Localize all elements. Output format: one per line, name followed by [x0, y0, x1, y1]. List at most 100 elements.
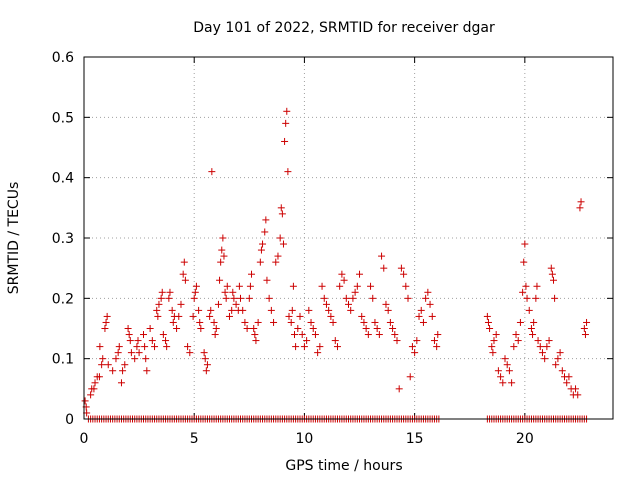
data-point [114, 349, 122, 357]
data-point [192, 282, 200, 290]
data-point [289, 282, 297, 290]
data-point [522, 282, 530, 290]
data-point [228, 306, 236, 314]
data-point [102, 318, 110, 326]
data-point [541, 355, 549, 363]
data-point [146, 325, 154, 332]
data-point [532, 294, 540, 302]
data-point [411, 349, 419, 357]
data-point [212, 325, 220, 332]
data-point [538, 349, 546, 357]
data-point [367, 282, 375, 290]
data-point [235, 282, 243, 290]
data-point [577, 198, 585, 206]
data-point [284, 168, 292, 176]
data-point [180, 258, 188, 266]
data-point [162, 337, 170, 345]
data-point [265, 294, 273, 302]
data-point [103, 312, 111, 320]
data-point [281, 137, 289, 145]
data-point [153, 306, 161, 314]
data-point [292, 343, 300, 351]
data-point [158, 288, 166, 296]
data-point [290, 331, 298, 339]
data-point [101, 325, 109, 332]
data-point [270, 318, 278, 326]
data-point [184, 343, 192, 351]
y-tick-label: 0.5 [52, 110, 74, 126]
data-point [397, 264, 405, 272]
data-point [558, 367, 566, 375]
data-point [527, 325, 535, 332]
data-point [486, 325, 494, 332]
data-point [489, 349, 497, 357]
data-point [484, 318, 492, 326]
data-point [534, 337, 542, 345]
data-point [91, 379, 99, 387]
data-point [117, 379, 125, 387]
data-point [173, 325, 181, 332]
data-point [181, 276, 189, 284]
data-point [294, 325, 302, 332]
data-point [109, 367, 117, 375]
data-point [296, 312, 304, 320]
data-point [159, 331, 167, 339]
data-point [514, 337, 522, 345]
data-point [329, 318, 337, 326]
data-point [574, 391, 582, 399]
data-point [505, 367, 513, 375]
y-axis-label: SRMTID / TECUs [6, 182, 22, 295]
data-point [99, 355, 107, 363]
data-point [283, 107, 291, 115]
data-point [519, 288, 527, 296]
data-point [285, 312, 293, 320]
data-point [230, 294, 238, 302]
data-point [225, 312, 233, 320]
data-point [166, 288, 174, 296]
data-point [307, 318, 315, 326]
data-point [408, 343, 416, 351]
y-tick-label: 0.2 [52, 291, 74, 307]
data-point [433, 343, 441, 351]
data-point [272, 258, 280, 266]
data-point [267, 306, 275, 314]
data-point [525, 306, 533, 314]
data-point [135, 349, 143, 357]
data-point [96, 343, 104, 351]
data-point [424, 288, 432, 296]
data-point [556, 349, 564, 357]
data-point [530, 318, 538, 326]
x-axis-label: GPS time / hours [285, 458, 402, 474]
data-point [373, 325, 381, 332]
data-point [154, 312, 162, 320]
data-point [580, 325, 588, 332]
data-point [413, 337, 421, 345]
data-point [288, 306, 296, 314]
data-point [543, 343, 551, 351]
data-point [572, 385, 580, 393]
data-point [127, 349, 135, 357]
data-point [360, 318, 368, 326]
data-point [298, 331, 306, 339]
data-point [533, 282, 541, 290]
data-point [576, 204, 584, 212]
data-point [404, 294, 412, 302]
data-point [197, 325, 205, 332]
data-point [203, 361, 211, 369]
data-point [311, 331, 319, 339]
data-point [262, 216, 270, 224]
data-point [336, 282, 344, 290]
data-point [140, 331, 148, 339]
data-point [196, 318, 204, 326]
data-point [121, 361, 129, 369]
data-point [434, 331, 442, 339]
data-point [208, 168, 216, 176]
x-tick-label: 20 [516, 431, 534, 447]
data-point [125, 331, 133, 339]
data-point [331, 337, 339, 345]
data-point [303, 337, 311, 345]
data-point [345, 300, 352, 308]
data-point [254, 318, 262, 326]
data-point [351, 288, 359, 296]
data-point [257, 246, 265, 254]
